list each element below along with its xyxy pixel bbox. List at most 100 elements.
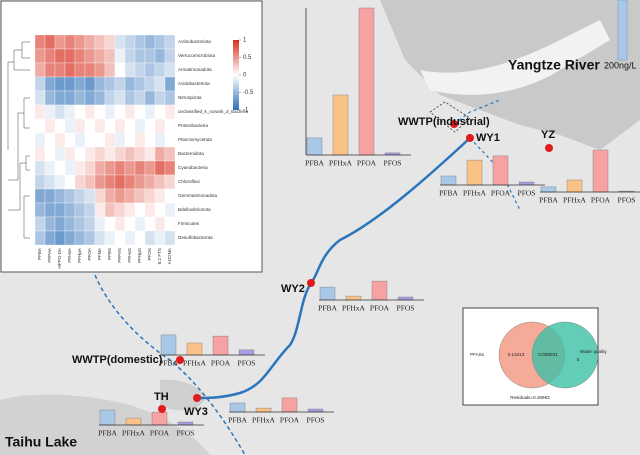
- heat-cell: [134, 90, 146, 106]
- category-label: PFHxA: [329, 159, 353, 168]
- bar: [177, 421, 194, 426]
- heat-cell: [64, 132, 76, 148]
- heat-cell: [94, 62, 106, 78]
- heat-cell: [114, 160, 126, 176]
- heat-cell: [44, 202, 56, 218]
- heat-row-label: Firmicutes: [178, 221, 200, 226]
- heat-cell: [44, 216, 56, 232]
- heat-cell: [44, 174, 56, 190]
- dendrogram: [7, 41, 30, 239]
- venn-left-label: PFASs: [470, 352, 485, 357]
- heat-cell: [124, 34, 136, 50]
- heat-cell: [164, 104, 176, 120]
- bar: [151, 411, 168, 426]
- colorbar-label: -0.5: [243, 90, 254, 96]
- venn-right-value: 0: [577, 357, 580, 362]
- heat-cell: [104, 76, 116, 92]
- heat-cell: [144, 118, 156, 134]
- heat-cell: [134, 34, 146, 50]
- heat-cell: [34, 216, 46, 232]
- category-label: PFOS: [518, 189, 536, 198]
- heat-cell: [144, 90, 156, 106]
- heat-cell: [94, 90, 106, 106]
- lake-bay: [160, 379, 205, 411]
- heat-cell: [64, 104, 76, 120]
- heat-cell: [84, 216, 96, 232]
- heat-cell: [94, 118, 106, 134]
- heat-cell: [74, 146, 86, 162]
- heat-cell: [114, 202, 126, 218]
- heat-cell: [94, 76, 106, 92]
- heat-cell: [44, 146, 56, 162]
- bar: [229, 402, 246, 413]
- heat-cell: [114, 174, 126, 190]
- heat-cell: [154, 34, 166, 50]
- heat-col-label: HFPO-DA: [57, 247, 62, 269]
- category-label: PFOA: [491, 189, 511, 198]
- heat-cell: [74, 202, 86, 218]
- heat-row-label: Desulfobacterota: [178, 235, 213, 240]
- heat-cell: [114, 132, 126, 148]
- heat-cell: [164, 90, 176, 106]
- heat-cell: [124, 76, 136, 92]
- heat-cell: [124, 118, 136, 134]
- category-label: PFBA: [228, 416, 247, 425]
- category-label: PFBA: [305, 159, 324, 168]
- heat-cell: [154, 230, 166, 246]
- heat-cell: [104, 34, 116, 50]
- heat-cell: [134, 216, 146, 232]
- heat-cell: [164, 62, 176, 78]
- heat-cell: [34, 202, 46, 218]
- heat-col-label: PFBS: [107, 248, 112, 260]
- heat-cell: [124, 90, 136, 106]
- heat-cell: [144, 76, 156, 92]
- category-label: PFBA: [539, 196, 558, 205]
- heat-cell: [154, 76, 166, 92]
- category-label: PFHxA: [563, 196, 587, 205]
- heat-cell: [54, 118, 66, 134]
- heat-cell: [164, 230, 176, 246]
- heat-cell: [124, 174, 136, 190]
- heat-cell: [54, 48, 66, 64]
- heat-cell: [104, 146, 116, 162]
- bar: [306, 137, 323, 156]
- venn-overlap-value: 0.038031: [538, 352, 558, 357]
- bar: [592, 149, 609, 193]
- heat-cell: [154, 160, 166, 176]
- heat-cell: [94, 48, 106, 64]
- river-label: Yangtze River: [508, 57, 600, 73]
- heat-cell: [34, 34, 46, 50]
- heat-cell: [164, 132, 176, 148]
- heat-cell: [94, 202, 106, 218]
- heat-cell: [114, 62, 126, 78]
- heat-cell: [74, 104, 86, 120]
- heat-cell: [54, 146, 66, 162]
- heat-row-label: Proteobacteria: [178, 123, 208, 128]
- site-marker: [176, 356, 184, 364]
- heat-cell: [94, 34, 106, 50]
- heat-row-label: Actinobacteriota: [178, 39, 211, 44]
- heat-cell: [34, 62, 46, 78]
- site-marker: [450, 120, 458, 128]
- heat-cell: [64, 76, 76, 92]
- bar: [332, 94, 349, 156]
- heat-cell: [164, 216, 176, 232]
- heat-cell: [74, 76, 86, 92]
- heat-cell: [94, 104, 106, 120]
- bar: [397, 296, 414, 301]
- heat-cell: [84, 146, 96, 162]
- bar: [358, 7, 375, 156]
- heat-cell: [114, 34, 126, 50]
- site-label: TH: [154, 391, 169, 403]
- heat-cell: [74, 132, 86, 148]
- heat-cell: [154, 174, 166, 190]
- bar: [518, 181, 535, 186]
- heat-cell: [144, 216, 156, 232]
- heat-cell: [34, 48, 46, 64]
- heat-cell: [64, 90, 76, 106]
- heat-cell: [124, 48, 136, 64]
- heat-cell: [144, 202, 156, 218]
- heat-cell: [54, 76, 66, 92]
- heat-cell: [134, 132, 146, 148]
- heat-cell: [164, 118, 176, 134]
